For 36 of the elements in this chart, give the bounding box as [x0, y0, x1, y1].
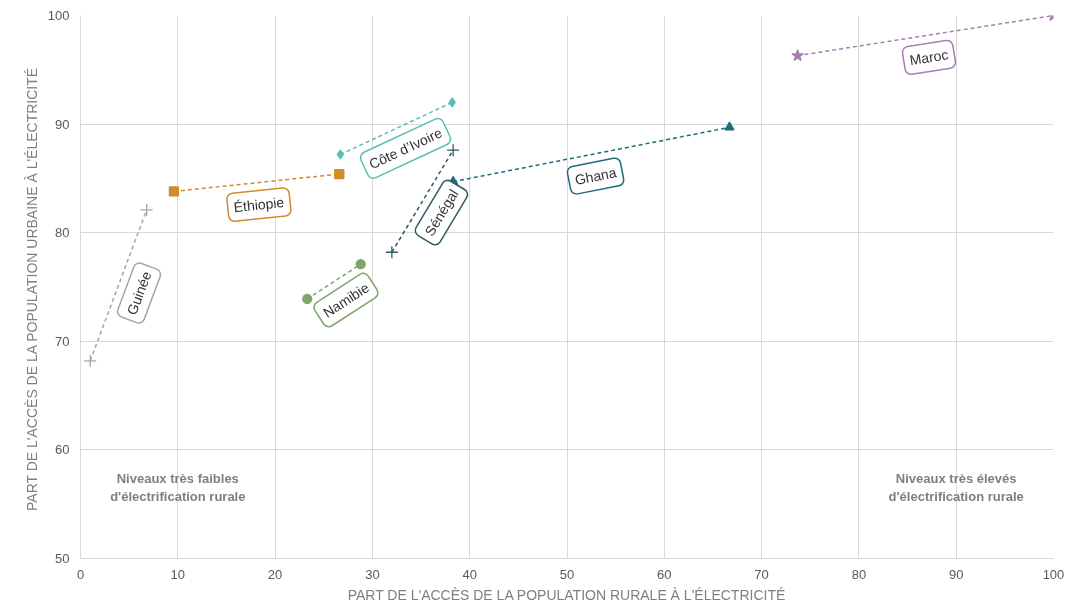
- point: [168, 186, 180, 197]
- point: [336, 149, 344, 160]
- annotation: Niveaux très élevés d'électrification rurale: [888, 471, 1024, 505]
- point: [385, 245, 399, 259]
- text: Ghana: [573, 164, 618, 188]
- x-tick-label: 90: [948, 566, 964, 582]
- x-tick-label: 30: [365, 566, 380, 582]
- y-tick-label: 60: [55, 442, 70, 458]
- x-tick-label: 0: [76, 566, 85, 582]
- x-tick-label: 10: [170, 566, 186, 582]
- point: [83, 354, 97, 368]
- y-tick-label: 90: [55, 116, 70, 132]
- point: [334, 168, 345, 180]
- point: [448, 97, 456, 108]
- x-tick-label: 50: [559, 566, 575, 582]
- point: [302, 293, 313, 305]
- y-tick-label: 50: [55, 551, 70, 566]
- annotation: Niveaux très faibles d'électrification rurale: [110, 471, 246, 505]
- x-tick-label: 40: [462, 566, 477, 582]
- y-axis-title: PART DE L'ACCÈS DE LA POPULATION URBAINE À L'ÉLECTRICITÉ: [23, 67, 40, 512]
- x-tick-label: 100: [1042, 566, 1065, 582]
- text: Éthiopie: [232, 194, 286, 216]
- text: Maroc: [908, 46, 950, 69]
- point: [355, 259, 366, 270]
- text: Guinée: [123, 268, 155, 318]
- x-tick-label: 20: [267, 566, 283, 582]
- x-axis-title: PART DE L'ACCÈS DE LA POPULATION RURALE À L'ÉLECTRICITÉ: [347, 586, 786, 603]
- y-tick-label: 80: [55, 225, 70, 241]
- y-tick-label: 70: [55, 333, 70, 349]
- point: [140, 203, 154, 217]
- y-tick-label: 100: [47, 8, 70, 23]
- x-tick-label: 60: [657, 566, 672, 582]
- x-tick-label: 80: [851, 566, 867, 582]
- point: [446, 143, 460, 157]
- point: [791, 49, 804, 62]
- x-tick-label: 70: [754, 566, 769, 582]
